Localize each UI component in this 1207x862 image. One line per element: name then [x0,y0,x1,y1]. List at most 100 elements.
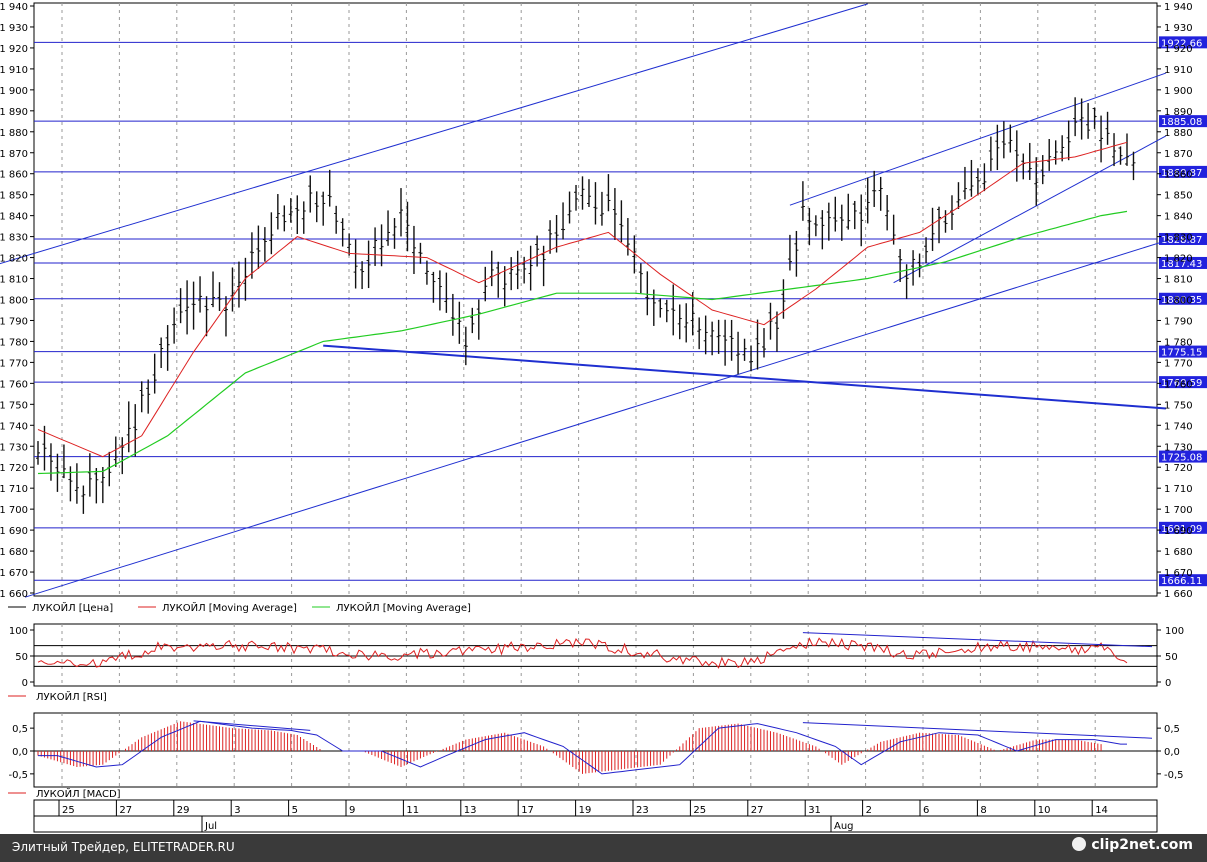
clip2net-logo: clip2net.com [1072,837,1193,853]
macd-tick-label-left: -0,5 [8,770,28,781]
price-tick-label-right: 1 770 [1164,358,1193,369]
short-upper-channel-line [789,72,1167,206]
price-tick-label-right: 1 870 [1164,149,1193,160]
day-tick-label: 9 [349,805,355,816]
level-badge [1159,165,1207,178]
level-badge [1159,521,1207,534]
price-tick-label-left: 1 830 [0,233,28,244]
price-tick-label-right: 1 740 [1164,421,1193,432]
day-tick-label: 13 [464,805,477,816]
price-tick-label-left: 1 840 [0,212,28,223]
level-label: 1860.87 [1161,168,1202,179]
price-tick-label-left: 1 860 [0,170,28,181]
price-tick-label-right: 1 680 [1164,547,1193,558]
price-tick-label-right: 1 660 [1164,589,1193,600]
price-tick-label-left: 1 890 [0,107,28,118]
macd-tick-label-right: -0,5 [1164,770,1184,781]
price-tick-label-right: 1 920 [1164,44,1193,55]
level-badge [1159,232,1207,245]
level-badge [1159,292,1207,305]
price-tick-label-left: 1 870 [0,149,28,160]
day-tick-label: 3 [234,805,240,816]
price-tick-label-left: 1 750 [0,400,28,411]
moving-average-red-line [37,141,1128,458]
price-tick-label-right: 1 830 [1164,233,1193,244]
price-tick-label-right: 1 860 [1164,170,1193,181]
day-tick-label: 27 [751,805,764,816]
price-tick-label-left: 1 700 [0,505,28,516]
price-panel-frame [33,2,1158,597]
price-tick-label-right: 1 690 [1164,526,1193,537]
day-tick-label: 8 [980,805,986,816]
price-tick-label-left: 1 710 [0,484,28,495]
macd-tick-label-right: 0,0 [1164,747,1180,758]
price-tick-label-right: 1 940 [1164,2,1193,13]
level-label: 1922.66 [1161,38,1202,49]
rsi-tick-label-right: 0 [1165,678,1171,689]
day-tick-label: 23 [636,805,649,816]
level-label: 1725.08 [1161,453,1202,464]
day-tick-label: 17 [521,805,534,816]
price-legend-label: ЛУКОЙЛ [Moving Average] [336,601,471,614]
level-badge [1159,450,1207,463]
price-tick-label-left: 1 850 [0,191,28,202]
level-label: 1885.08 [1161,117,1202,128]
price-tick-label-left: 1 730 [0,442,28,453]
level-badge [1159,115,1207,128]
macd-trend-line-1 [193,720,311,731]
price-legend-label: ЛУКОЙЛ [Цена] [32,601,113,614]
price-tick-label-left: 1 770 [0,358,28,369]
footer-bar: Элитный Трейдер, ELITETRADER.RU clip2net… [0,834,1207,862]
rsi-legend-label: ЛУКОЙЛ [RSI] [36,690,107,703]
price-tick-label-left: 1 810 [0,275,28,286]
price-tick-label-left: 1 660 [0,589,28,600]
rsi-trend-line [802,632,1153,648]
day-tick-label: 6 [923,805,929,816]
price-tick-label-right: 1 910 [1164,65,1193,76]
price-tick-label-left: 1 900 [0,86,28,97]
price-tick-label-right: 1 850 [1164,191,1193,202]
level-label: 1800.35 [1161,295,1202,306]
rsi-tick-label-right: 100 [1165,626,1184,637]
level-badge [1159,345,1207,358]
level-badge [1159,256,1207,269]
month-tick-label: Aug [834,821,854,832]
rsi-tick-label-left: 100 [9,626,28,637]
footer-text: Элитный Трейдер, ELITETRADER.RU [12,840,235,854]
price-tick-label-left: 1 790 [0,316,28,327]
day-tick-label: 14 [1095,805,1108,816]
price-tick-label-right: 1 820 [1164,254,1193,265]
descending-trend-line [323,344,1166,410]
day-tick-label: 11 [406,805,419,816]
macd-signal-line [38,720,1127,775]
price-tick-label-left: 1 720 [0,463,28,474]
month-tick-label: Jul [204,821,217,832]
price-tick-label-left: 1 920 [0,44,28,55]
price-tick-label-right: 1 890 [1164,107,1193,118]
price-tick-label-left: 1 880 [0,128,28,139]
price-tick-label-left: 1 760 [0,379,28,390]
level-badge [1159,376,1207,389]
logo-text: clip2net.com [1091,837,1193,853]
rsi-line [37,637,1128,669]
level-label: 1691.09 [1161,524,1202,535]
price-tick-label-right: 1 810 [1164,275,1193,286]
price-tick-label-right: 1 880 [1164,128,1193,139]
price-tick-label-left: 1 940 [0,2,28,13]
day-tick-label: 29 [177,805,190,816]
macd-tick-label-left: 0,5 [12,724,28,735]
price-tick-label-right: 1 710 [1164,484,1193,495]
lower-channel-line [24,240,1167,598]
macd-tick-label-left: 0,0 [12,747,28,758]
level-badge [1159,574,1207,587]
logo-ball-icon [1072,837,1087,851]
price-legend-label: ЛУКОЙЛ [Moving Average] [162,601,297,614]
rsi-tick-label-left: 0 [22,678,28,689]
day-tick-label: 31 [808,805,821,816]
price-tick-label-right: 1 700 [1164,505,1193,516]
price-tick-label-left: 1 690 [0,526,28,537]
price-tick-label-right: 1 720 [1164,463,1193,474]
rsi-tick-label-right: 50 [1165,652,1178,663]
day-tick-label: 2 [866,805,872,816]
macd-legend-label: ЛУКОЙЛ [MACD] [36,787,121,800]
